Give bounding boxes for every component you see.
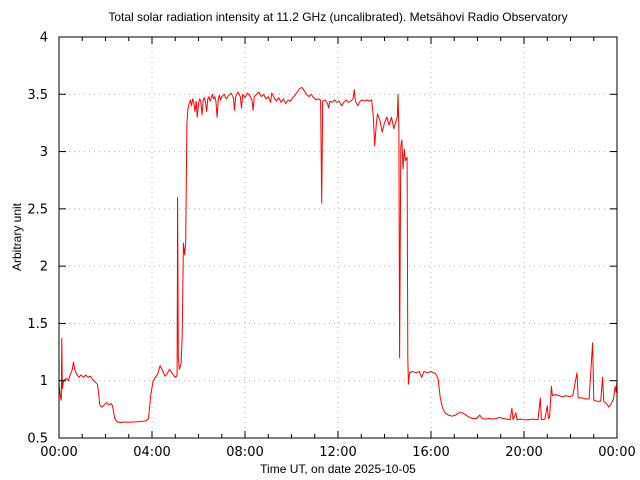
y-tick-label: 4 [40, 31, 48, 46]
y-tick-label: 2 [40, 260, 48, 275]
series-layer [58, 86, 618, 423]
x-tick-label: 00:00 [598, 445, 635, 460]
x-tick-label: 12:00 [319, 445, 356, 460]
y-tick-label: 1 [40, 374, 48, 389]
y-tick-label: 2.5 [27, 202, 48, 217]
x-tick-label: 04:00 [133, 445, 170, 460]
tick-label-layer: 00:00 04:00 08:00 12:00 16:00 20:00 00:000.511… [27, 31, 635, 461]
x-tick-label: 08:00 [226, 445, 263, 460]
y-tick-label: 1.5 [27, 317, 48, 332]
x-tick-label: 20:00 [505, 445, 542, 460]
x-tick-label: 00:00 [40, 445, 77, 460]
axis-layer [58, 36, 618, 439]
y-tick-label: 3.5 [27, 88, 48, 103]
x-axis-label: Time UT, on date 2025-10-05 [260, 462, 416, 476]
y-tick-label: 3 [40, 145, 48, 160]
y-axis-label: Arbitrary unit [10, 202, 24, 271]
chart-title: Total solar radiation intensity at 11.2 … [108, 10, 567, 24]
y-tick-label: 0.5 [27, 432, 48, 447]
x-tick-label: 16:00 [412, 445, 449, 460]
series-line [58, 86, 618, 423]
grid-layer [59, 37, 617, 438]
